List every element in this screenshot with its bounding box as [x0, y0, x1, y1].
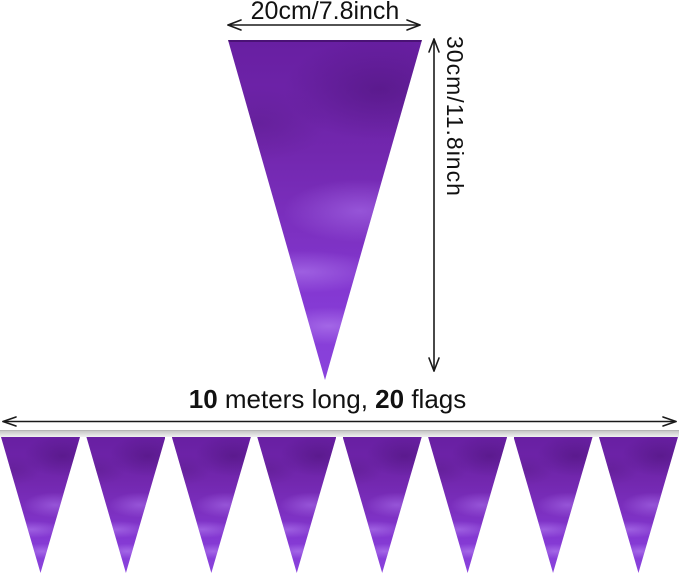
pennant-flag-small: [171, 437, 251, 573]
pennant-flag-small: [342, 437, 422, 573]
length-dimension-arrow-icon: [2, 416, 677, 427]
pennant-flag-small: [1, 437, 80, 573]
pennant-banner-row: [1, 437, 678, 573]
pennant-flag-small: [513, 437, 593, 573]
pennant-flag-small: [598, 437, 678, 573]
banner-string: [0, 430, 679, 437]
height-dimension-arrow-icon: [428, 38, 440, 372]
pennant-flag-small: [86, 437, 166, 573]
pennant-flag-small: [257, 437, 337, 573]
width-dimension-arrow-icon: [227, 19, 421, 31]
pennant-flag-large: [228, 40, 422, 380]
banner-length-flags-value: 20: [375, 384, 405, 414]
banner-length-label: 10 meters long, 20 flags: [0, 384, 667, 415]
banner-length-meters-value: 10: [188, 384, 218, 414]
flag-height-label: 30cm/11.8inch: [442, 36, 468, 197]
flag-width-label: 20cm/7.8inch: [250, 0, 400, 25]
banner-length-meters-text: meters long,: [217, 384, 376, 414]
pennant-flag-small: [428, 437, 508, 573]
banner-length-flags-text: flags: [404, 384, 467, 414]
